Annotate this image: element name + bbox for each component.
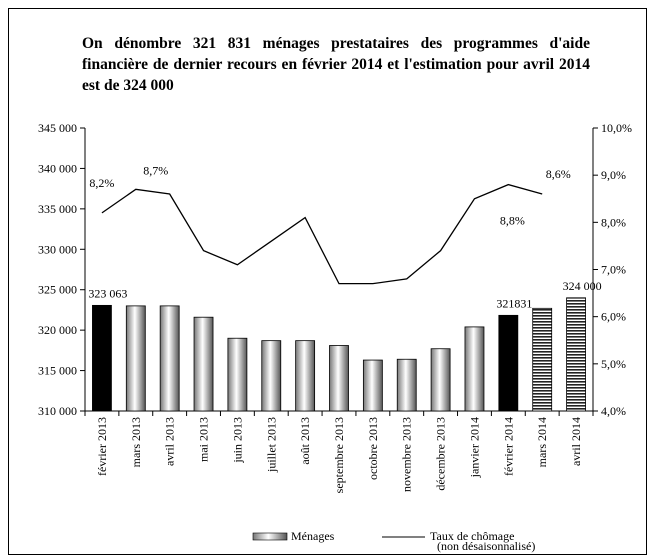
bar-label: 324 000 <box>563 279 602 293</box>
legend-swatch <box>252 532 288 541</box>
bar <box>193 316 214 412</box>
bar <box>464 326 485 412</box>
y-tick-label: 310 000 <box>38 404 77 418</box>
bar <box>362 359 383 412</box>
bar <box>430 348 451 412</box>
x-tick-label: août 2013 <box>298 417 312 465</box>
bar-label: 321831 <box>496 296 532 310</box>
frame <box>8 8 647 555</box>
x-tick-label: juin 2013 <box>230 417 244 464</box>
bar <box>396 358 417 412</box>
line-label: 8,2% <box>89 176 114 190</box>
bar <box>329 345 349 412</box>
x-tick-label: décembre 2013 <box>434 417 448 491</box>
x-tick-label: avril 2013 <box>163 417 177 466</box>
chart-title: On dénombre 321 831 ménages prestataires… <box>82 35 590 94</box>
legend-label: Ménages <box>291 529 335 543</box>
legend-label: Taux de chômage <box>430 529 514 543</box>
y2-tick-label: 6,0% <box>601 310 626 324</box>
y-tick-label: 335 000 <box>38 202 77 216</box>
bar <box>227 337 248 412</box>
line-label: 8,8% <box>500 214 525 228</box>
bar <box>532 307 553 412</box>
bar <box>261 340 282 412</box>
bar <box>125 305 146 412</box>
bar <box>295 340 316 412</box>
legend-note: (non désaisonnalisé) <box>437 539 535 553</box>
bar <box>566 297 586 412</box>
y-tick-label: 345 000 <box>38 121 77 135</box>
y2-tick-label: 9,0% <box>601 168 626 182</box>
y2-tick-label: 7,0% <box>601 263 626 277</box>
line-label: 8,7% <box>143 163 168 177</box>
y-tick-label: 315 000 <box>38 364 77 378</box>
y2-tick-label: 4,0% <box>601 404 626 418</box>
y2-tick-label: 8,0% <box>601 215 626 229</box>
y-tick-label: 340 000 <box>38 161 77 175</box>
bar <box>159 305 180 412</box>
x-tick-label: avril 2014 <box>569 417 583 466</box>
x-tick-label: juillet 2013 <box>264 417 278 473</box>
y-tick-label: 320 000 <box>38 323 77 337</box>
x-tick-label: février 2014 <box>501 417 515 476</box>
x-tick-label: septembre 2013 <box>332 417 346 493</box>
x-tick-label: octobre 2013 <box>366 417 380 480</box>
x-tick-label: mars 2014 <box>535 417 549 467</box>
bar <box>498 314 519 412</box>
y-tick-label: 330 000 <box>38 242 77 256</box>
x-tick-label: janvier 2014 <box>467 417 481 478</box>
bar <box>92 304 112 412</box>
x-tick-label: novembre 2013 <box>400 417 414 492</box>
line <box>101 183 543 285</box>
y2-tick-label: 5,0% <box>601 357 626 371</box>
y2-tick-label: 10,0% <box>601 121 632 135</box>
x-tick-label: mai 2013 <box>197 417 211 462</box>
y-tick-label: 325 000 <box>38 283 77 297</box>
x-tick-label: mars 2013 <box>129 417 143 467</box>
bar-label: 323 063 <box>88 286 127 300</box>
x-tick-label: février 2013 <box>95 417 109 476</box>
line-label: 8,6% <box>546 167 571 181</box>
